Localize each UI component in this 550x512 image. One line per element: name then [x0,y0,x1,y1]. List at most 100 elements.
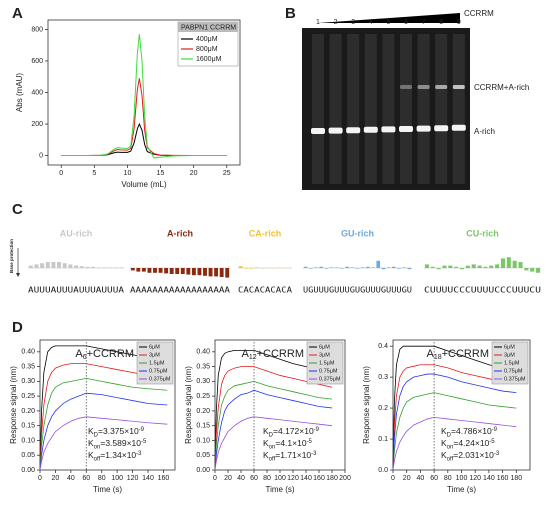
x-tick-label: 40 [417,475,425,482]
x-tick-label: 140 [483,475,495,482]
protection-bar [402,267,407,268]
chart-title: A6+CCRRM [75,348,134,361]
x-tick-label: 0 [38,475,42,482]
x-tick-label: 160 [497,475,509,482]
x-tick-label: 20 [224,475,232,482]
lane-number: 8 [439,19,443,26]
kinetic-constant: Koff=1.34×10-3 [88,450,142,462]
protection-bar [45,262,50,268]
x-tick-label: 200 [339,475,351,482]
protection-bar [62,263,67,268]
legend-box [491,341,529,385]
constant-symbol: K [88,438,94,448]
legend-label: 800μM [196,46,218,53]
kinetic-constant: Kon=4.1×10-5 [263,438,313,450]
rna-sequence: AAAAAAAAAAAAAAAAAA [130,286,230,295]
y-tick-label: 0.00 [21,467,35,474]
series-line [39,416,168,471]
protection-bar [407,268,412,270]
title-subscript: 6 [83,354,87,361]
legend-label: 0.75μM [504,368,523,374]
constant-value: =4.786×10 [451,426,492,436]
legend-label: 3μM [149,352,160,358]
protection-bar [153,268,157,273]
x-tick-label: 180 [510,475,522,482]
x-tick-label: 40 [67,475,75,482]
y-tick-label: 0.40 [196,349,210,356]
constant-symbol: K [88,450,94,460]
lane-number: 2 [334,19,338,26]
lane-number: 3 [351,19,355,26]
x-tick-label: 0 [213,475,217,482]
y-tick-label: 400 [31,89,43,96]
title-subscript: 12 [249,354,257,361]
protection-bar [175,268,180,274]
x-tick-label: 0 [59,170,63,177]
rna-sequence: CACACACACA [238,286,292,295]
x-axis-title: Time (s) [265,485,294,494]
kinetic-constant: Kon=4.24×10-5 [441,438,495,450]
series-line [392,373,517,471]
x-tick-label: 60 [250,475,258,482]
gel-band [400,85,412,89]
y-tick-label: 0.40 [21,349,35,356]
x-tick-label: 25 [223,170,231,177]
constant-subscript: D [269,432,274,438]
lane-smear [435,34,448,184]
x-tick-label: 10 [124,170,132,177]
protection-bar [518,262,523,268]
x-tick-label: 100 [111,475,123,482]
legend-label: 0.375μM [504,376,526,382]
protection-bar [102,267,107,268]
x-tick-label: 120 [469,475,481,482]
protection-bar [483,266,488,268]
title-part: A [75,348,83,360]
y-tick-label: 600 [31,58,43,65]
constant-symbol: K [441,438,447,448]
protection-bar [324,268,329,269]
plot-frame [39,339,176,471]
title-subscript: 18 [434,354,442,361]
lane-number: 7 [422,19,426,26]
legend-label: 400μM [196,36,218,43]
protection-bar [244,268,248,269]
legend-label: 6μM [504,344,515,350]
protection-bar [141,268,146,272]
arrow-head [16,273,20,277]
series-line [39,363,168,471]
protection-bar [51,262,56,268]
gel-band [416,125,431,132]
protection-bar [436,268,441,270]
panel-label: C [12,201,23,218]
x-tick-label: 20 [190,170,198,177]
protection-bar [191,268,196,276]
legend-label: 0.375μM [149,376,171,382]
constant-exponent: -5 [307,439,313,445]
lane-smear [347,34,360,184]
title-part: +CCRRM [87,348,134,360]
series-line [61,122,227,157]
protection-bar [489,265,494,268]
constant-exponent: -9 [314,427,320,433]
protection-bar [495,264,500,268]
gel-label: CCRRM [464,9,494,18]
legend-label: 0.75μM [149,368,168,374]
y-axis-title: Response signal (nm) [184,366,193,444]
series-line [214,349,333,471]
x-tick-label: 60 [430,475,438,482]
gradient-wedge [318,13,460,23]
title-part: +CCRRM [257,348,304,360]
protection-bar [96,267,101,268]
protection-bar [329,267,334,268]
constant-exponent: -9 [139,427,145,433]
protection-bar [225,268,230,278]
protection-bar [360,267,365,268]
constant-value: =1.34×10 [100,450,136,460]
protection-bar [158,268,163,273]
x-tick-label: 20 [403,475,411,482]
y-tick-label: 0.30 [21,378,35,385]
gel-band [363,126,378,133]
protection-bar [530,268,535,272]
protection-bar [180,268,185,274]
protection-bar [392,266,396,268]
